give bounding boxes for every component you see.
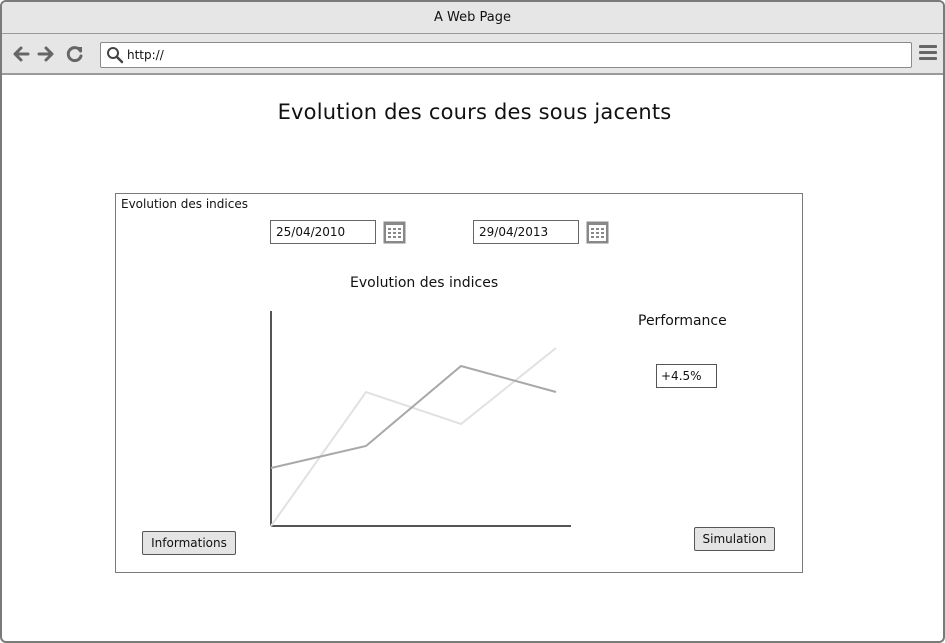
start-date-input[interactable] xyxy=(271,221,375,243)
informations-button[interactable]: Informations xyxy=(142,531,236,555)
simulation-button[interactable]: Simulation xyxy=(694,527,775,551)
back-arrow-icon[interactable] xyxy=(11,44,31,64)
series-line-1 xyxy=(270,364,557,469)
series-line-2 xyxy=(270,347,557,527)
chart-title: Evolution des indices xyxy=(350,275,499,291)
url-bar[interactable] xyxy=(100,42,912,68)
hamburger-menu-icon[interactable] xyxy=(918,45,938,65)
calendar-icon[interactable] xyxy=(586,221,609,244)
indices-panel: Evolution des indices xyxy=(115,193,803,573)
browser-toolbar xyxy=(2,34,943,75)
line-chart xyxy=(270,311,571,527)
performance-label: Performance xyxy=(638,313,727,329)
panel-label: Evolution des indices xyxy=(121,197,248,211)
start-date-field[interactable] xyxy=(270,220,376,244)
page-title: Evolution des cours des sous jacents xyxy=(277,100,672,124)
end-date-field[interactable] xyxy=(473,220,579,244)
window-title: A Web Page xyxy=(434,10,511,25)
search-icon xyxy=(107,47,124,64)
url-input[interactable] xyxy=(127,46,897,64)
forward-arrow-icon[interactable] xyxy=(36,44,56,64)
reload-icon[interactable] xyxy=(65,44,85,64)
performance-value: +4.5% xyxy=(656,364,717,388)
window-titlebar: A Web Page xyxy=(2,2,943,34)
end-date-input[interactable] xyxy=(474,221,578,243)
calendar-icon[interactable] xyxy=(383,221,406,244)
